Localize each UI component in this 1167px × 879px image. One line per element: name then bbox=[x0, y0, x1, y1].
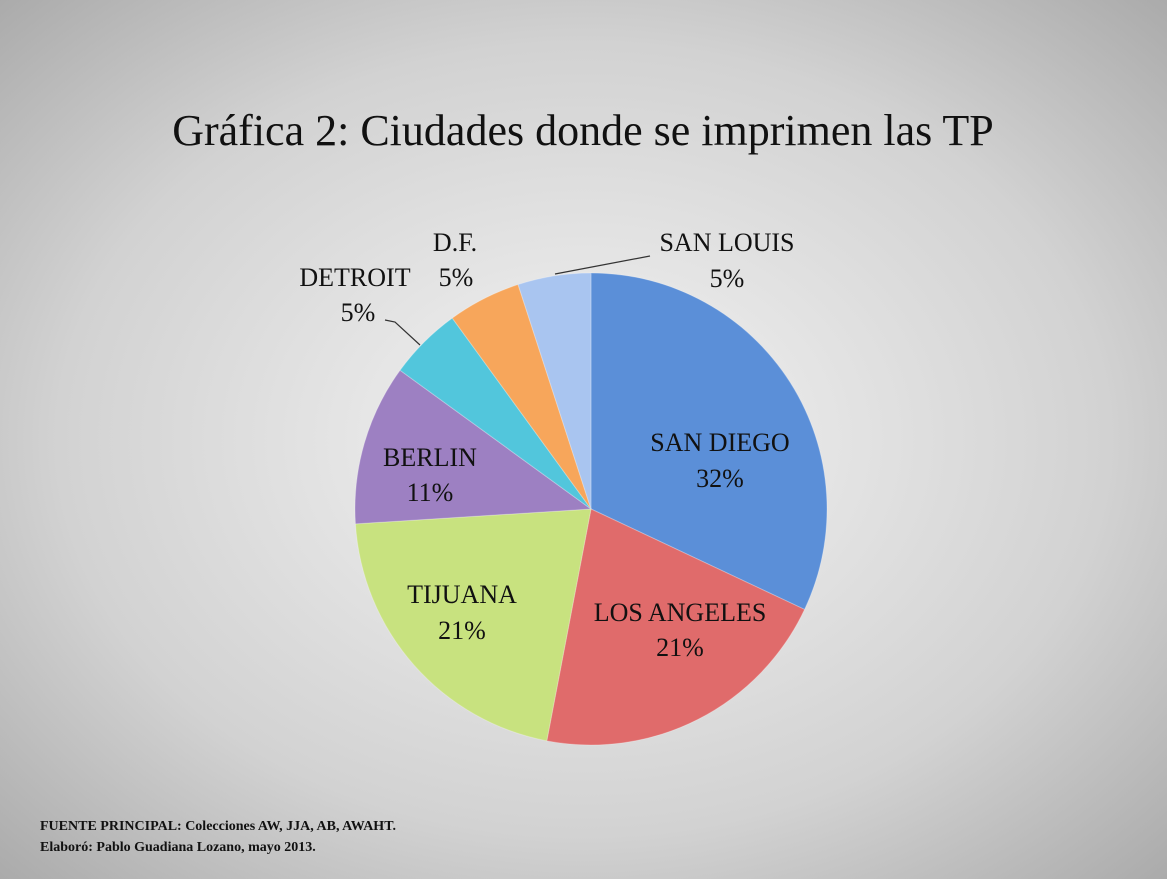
pie-slice bbox=[546, 508, 806, 746]
pie-slice bbox=[354, 369, 593, 525]
slice-label: BERLIN bbox=[383, 443, 477, 472]
slice-label: LOS ANGELES bbox=[594, 598, 767, 627]
slice-label: SAN LOUIS bbox=[659, 228, 794, 257]
slice-value: 11% bbox=[407, 478, 454, 507]
pie-slice bbox=[590, 272, 828, 611]
slice-label: TIJUANA bbox=[407, 580, 517, 609]
pie-slice bbox=[517, 272, 592, 510]
slice-value: 5% bbox=[341, 298, 376, 327]
slice-label: SAN DIEGO bbox=[650, 428, 789, 457]
slice-value: 21% bbox=[438, 616, 486, 645]
footnote: FUENTE PRINCIPAL: Colecciones AW, JJA, A… bbox=[40, 819, 396, 834]
leader-line bbox=[554, 255, 651, 275]
slice-value: 21% bbox=[656, 633, 704, 662]
pie-slice bbox=[399, 317, 592, 510]
slice-label: DETROIT bbox=[299, 263, 410, 292]
slice-label: D.F. bbox=[433, 228, 477, 257]
slice-value: 5% bbox=[710, 264, 745, 293]
pie-slice bbox=[451, 283, 592, 510]
slice-value: 5% bbox=[439, 263, 474, 292]
footnote: Elaboró: Pablo Guadiana Lozano, mayo 201… bbox=[40, 840, 316, 855]
slice-value: 32% bbox=[696, 464, 744, 493]
pie-slice bbox=[354, 508, 592, 742]
chart-title: Gráfica 2: Ciudades donde se imprimen la… bbox=[172, 106, 994, 155]
leader-line bbox=[384, 319, 421, 346]
